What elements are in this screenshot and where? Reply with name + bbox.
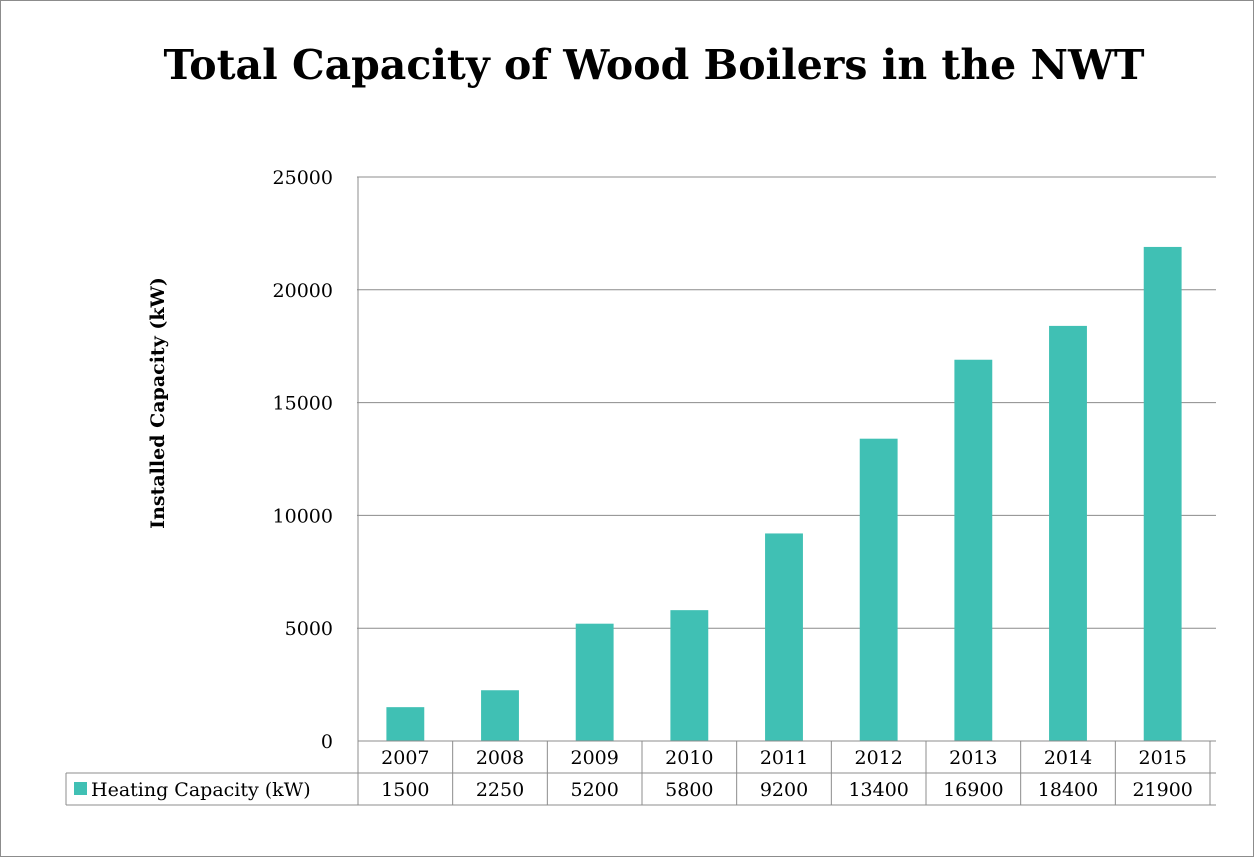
x-tick-label: 2013 <box>949 747 997 769</box>
x-tick-label: 2010 <box>665 747 713 769</box>
data-label: 1500 <box>381 779 429 801</box>
legend-swatch <box>74 782 87 795</box>
y-tick-label: 15000 <box>273 393 333 415</box>
y-tick-label: 0 <box>321 731 333 753</box>
data-label: 18400 <box>1038 779 1098 801</box>
y-tick-label: 20000 <box>273 280 333 302</box>
x-tick-label: 2015 <box>1138 747 1186 769</box>
data-table: 2007 1500 2008 2250 2009 5200 2010 5800 2011 9200… <box>65 177 1216 806</box>
x-tick-label: 2014 <box>1044 747 1092 769</box>
x-tick-label: 2009 <box>570 747 618 769</box>
y-axis-label: Installed Capacity (kW) <box>147 277 169 529</box>
x-tick-label: 2011 <box>760 747 808 769</box>
data-label: 5800 <box>665 779 713 801</box>
x-tick-label: 2012 <box>854 747 902 769</box>
bar <box>765 533 803 741</box>
y-axis-ticks: 0 5000 10000 15000 20000 25000 <box>273 167 333 753</box>
y-tick-label: 5000 <box>285 618 333 640</box>
bar <box>1049 325 1087 741</box>
bar <box>954 359 993 741</box>
bar <box>1143 246 1182 741</box>
y-tick-label: 25000 <box>273 167 333 189</box>
data-label: 5200 <box>570 779 618 801</box>
bar <box>670 610 709 741</box>
y-tick-label: 10000 <box>273 505 333 527</box>
bar <box>386 707 425 741</box>
x-tick-label: 2007 <box>381 747 429 769</box>
bar <box>481 690 519 741</box>
chart-title: Total Capacity of Wood Boilers in the NW… <box>163 41 1145 89</box>
x-tick-label: 2008 <box>476 747 524 769</box>
data-label: 13400 <box>848 779 908 801</box>
data-label: 16900 <box>943 779 1003 801</box>
data-label: 9200 <box>760 779 808 801</box>
legend-label: Heating Capacity (kW) <box>91 779 311 801</box>
data-label: 2250 <box>476 779 524 801</box>
bar <box>859 438 898 741</box>
bar <box>575 623 614 741</box>
bar-series <box>386 246 1182 741</box>
data-label: 21900 <box>1132 779 1192 801</box>
